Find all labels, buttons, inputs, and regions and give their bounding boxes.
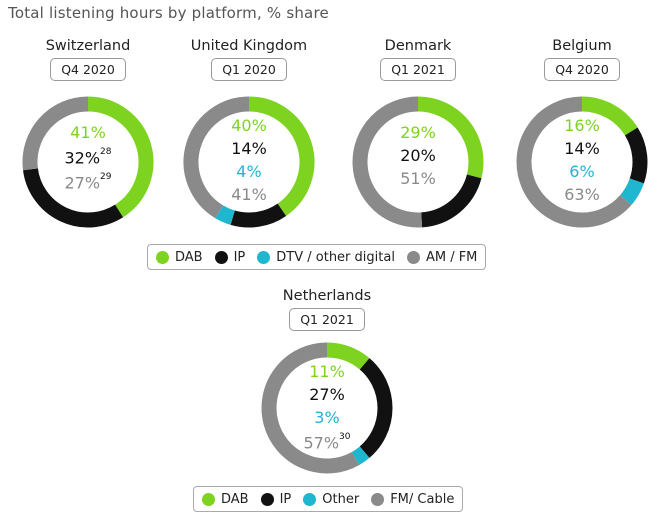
donut-chart <box>183 96 315 228</box>
slice-dtv-other-digital <box>619 178 644 205</box>
panel-belgium: Belgium Q4 2020 <box>514 38 650 81</box>
period-badge: Q4 2020 <box>544 58 620 81</box>
footnote-amfm: 29 <box>100 172 112 183</box>
label-ip: 20% <box>400 146 436 165</box>
legend-item-dab: DAB <box>156 250 203 265</box>
slice-dab <box>417 96 484 179</box>
legend-top: DAB IP DTV / other digital AM / FM <box>147 244 487 270</box>
donut-netherlands: 11% 27% 3% 57%30 <box>259 340 395 476</box>
period-badge: Q1 2021 <box>289 308 365 331</box>
label-other: 3% <box>314 408 340 427</box>
amfm-swatch <box>406 250 420 264</box>
slice-am-fm <box>352 96 423 228</box>
slice-am-fm <box>22 96 89 171</box>
footnote-ip: 28 <box>100 147 112 157</box>
slice-am-fm <box>183 96 250 219</box>
slice-fm-cable <box>261 342 360 474</box>
slice-ip <box>624 127 648 184</box>
legend-item-dtv: DTV / other digital <box>257 250 395 265</box>
legend-item-dab: DAB <box>202 492 249 507</box>
label-fm-cable: 57%30 <box>303 432 351 453</box>
label-dab: 40% <box>231 116 267 135</box>
legend-item-fm-cable: FM/ Cable <box>371 492 454 507</box>
dtv-swatch <box>257 250 271 264</box>
label-dtv: 6% <box>569 162 595 181</box>
donut-switzerland: 41% 32%28 27%29 <box>20 94 156 230</box>
legend-bottom: DAB IP Other FM/ Cable <box>193 486 464 512</box>
donut-chart <box>516 96 648 228</box>
label-ip: 32%28 <box>64 147 112 168</box>
donut-united-kingdom: 40% 14% 4% 41% <box>181 94 317 230</box>
ip-swatch <box>260 492 274 506</box>
other-swatch <box>303 492 317 506</box>
country-title: Belgium <box>552 38 612 54</box>
country-title: United Kingdom <box>190 38 308 54</box>
slice-dtv-other-digital <box>215 205 235 225</box>
label-amfm: 63% <box>564 185 600 204</box>
label-dab: 16% <box>564 116 600 135</box>
slice-ip <box>23 168 124 228</box>
label-ip: 14% <box>564 139 600 158</box>
fm-cable-swatch <box>371 492 385 506</box>
label-dab: 29% <box>400 123 436 142</box>
country-title: Denmark <box>384 38 452 54</box>
period-badge: Q4 2020 <box>50 58 126 81</box>
panel-united-kingdom: United Kingdom Q1 2020 <box>181 38 317 81</box>
dab-swatch <box>202 492 215 506</box>
label-ip: 27% <box>309 385 345 404</box>
panel-netherlands: Netherlands Q1 2021 <box>259 288 395 331</box>
country-title: Switzerland <box>45 38 131 54</box>
slice-dab <box>326 342 370 370</box>
dab-swatch <box>156 250 169 264</box>
legend-item-amfm: AM / FM <box>406 250 477 265</box>
ip-swatch <box>214 250 228 264</box>
slice-ip <box>230 203 287 228</box>
period-badge: Q1 2021 <box>380 58 456 81</box>
donut-labels: 16% 14% 6% 63% <box>514 114 650 206</box>
country-title: Netherlands <box>282 288 372 304</box>
label-amfm: 51% <box>400 169 436 188</box>
period-badge: Q1 2020 <box>211 58 287 81</box>
panel-denmark: Denmark Q1 2021 <box>350 38 486 81</box>
label-dtv: 4% <box>236 162 262 181</box>
donut-labels: 11% 27% 3% 57%30 <box>259 360 395 454</box>
chart-title: Total listening hours by platform, % sha… <box>8 4 329 22</box>
donut-labels: 40% 14% 4% 41% <box>181 114 317 206</box>
label-dab: 11% <box>309 362 345 381</box>
slice-am-fm <box>516 96 632 228</box>
legend-item-ip: IP <box>260 492 291 507</box>
slice-ip <box>420 174 482 228</box>
slice-dab <box>248 96 315 216</box>
label-dab: 41% <box>70 123 106 142</box>
slice-dab <box>581 96 638 136</box>
label-amfm: 41% <box>231 185 267 204</box>
donut-chart <box>352 96 484 228</box>
slice-dab <box>87 96 154 218</box>
donut-chart <box>261 342 393 474</box>
footnote-fm-cable: 30 <box>339 432 351 442</box>
donut-denmark: 29% 20% 51% <box>350 94 486 230</box>
label-ip: 14% <box>231 139 267 158</box>
slice-ip <box>359 358 393 458</box>
donut-belgium: 16% 14% 6% 63% <box>514 94 650 230</box>
legend-item-ip: IP <box>214 250 245 265</box>
legend-item-other: Other <box>303 492 359 507</box>
slice-other <box>351 446 370 466</box>
donut-labels: 29% 20% 51% <box>350 121 486 190</box>
label-amfm: 27%29 <box>64 172 112 193</box>
panel-switzerland: Switzerland Q4 2020 <box>20 38 156 81</box>
donut-chart <box>22 96 154 228</box>
donut-labels: 41% 32%28 27%29 <box>20 121 156 195</box>
